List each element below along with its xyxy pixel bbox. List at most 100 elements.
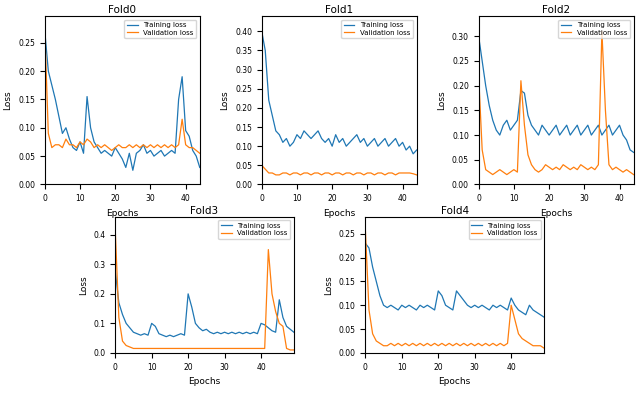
Validation loss bbox=[626, 170, 634, 174]
Validation loss bbox=[199, 346, 207, 351]
Line: Validation loss: Validation loss bbox=[365, 229, 544, 348]
Validation loss bbox=[545, 165, 553, 170]
Training loss bbox=[584, 123, 591, 128]
Training loss bbox=[394, 308, 402, 312]
Validation loss bbox=[132, 142, 140, 147]
Training loss bbox=[612, 128, 620, 133]
Validation loss bbox=[314, 170, 322, 175]
Training loss bbox=[232, 331, 239, 336]
Training loss bbox=[372, 279, 380, 284]
Line: Training loss: Training loss bbox=[479, 36, 634, 152]
Validation loss bbox=[196, 151, 204, 156]
Validation loss bbox=[62, 137, 70, 142]
Training loss bbox=[143, 151, 151, 156]
Validation loss bbox=[460, 341, 468, 346]
Training loss bbox=[332, 132, 339, 137]
Validation loss bbox=[161, 142, 168, 147]
Validation loss bbox=[394, 341, 402, 346]
Training loss bbox=[531, 128, 539, 133]
Validation loss bbox=[552, 165, 560, 170]
Validation loss bbox=[346, 170, 354, 175]
Validation loss bbox=[365, 308, 373, 312]
Training loss bbox=[87, 126, 95, 130]
Validation loss bbox=[166, 346, 173, 351]
Validation loss bbox=[214, 346, 221, 351]
Validation loss bbox=[427, 343, 435, 348]
Training loss bbox=[268, 328, 276, 333]
Training loss bbox=[420, 305, 428, 310]
Validation loss bbox=[364, 170, 371, 175]
Validation loss bbox=[289, 170, 297, 175]
Validation loss bbox=[76, 140, 84, 144]
Validation loss bbox=[300, 170, 308, 175]
Validation loss bbox=[184, 346, 192, 351]
Line: Validation loss: Validation loss bbox=[262, 165, 417, 175]
Training loss bbox=[626, 148, 634, 152]
Validation loss bbox=[283, 346, 291, 351]
Training loss bbox=[367, 140, 375, 145]
Validation loss bbox=[141, 346, 148, 351]
Title: Fold1: Fold1 bbox=[325, 5, 353, 15]
Training loss bbox=[286, 327, 294, 332]
Training loss bbox=[300, 128, 308, 133]
Validation loss bbox=[510, 167, 518, 172]
Training loss bbox=[101, 148, 109, 153]
Validation loss bbox=[154, 142, 161, 147]
Validation loss bbox=[129, 346, 137, 351]
Training loss bbox=[144, 333, 152, 338]
Validation loss bbox=[66, 142, 74, 147]
Validation loss bbox=[522, 338, 530, 343]
Validation loss bbox=[147, 142, 154, 147]
Training loss bbox=[475, 34, 483, 38]
Legend: Training loss, Validation loss: Training loss, Validation loss bbox=[341, 20, 413, 38]
Training loss bbox=[449, 308, 457, 312]
Validation loss bbox=[489, 341, 497, 346]
Validation loss bbox=[177, 346, 185, 351]
Validation loss bbox=[143, 145, 151, 150]
Validation loss bbox=[52, 142, 60, 147]
Training loss bbox=[463, 303, 471, 308]
Training loss bbox=[541, 128, 549, 133]
Training loss bbox=[598, 133, 605, 138]
Title: Fold4: Fold4 bbox=[440, 206, 468, 216]
Training loss bbox=[371, 136, 378, 141]
Validation loss bbox=[275, 172, 283, 177]
Training loss bbox=[155, 331, 163, 336]
Training loss bbox=[163, 334, 170, 339]
Training loss bbox=[133, 331, 141, 336]
Validation loss bbox=[246, 346, 254, 351]
Training loss bbox=[515, 308, 522, 312]
Validation loss bbox=[556, 167, 563, 172]
Training loss bbox=[69, 145, 77, 150]
Training loss bbox=[570, 128, 577, 133]
Training loss bbox=[283, 324, 291, 329]
Validation loss bbox=[497, 341, 504, 346]
Training loss bbox=[125, 151, 133, 156]
Title: Fold2: Fold2 bbox=[542, 5, 570, 15]
Training loss bbox=[73, 148, 81, 153]
Training loss bbox=[108, 154, 116, 158]
Training loss bbox=[346, 140, 354, 145]
Validation loss bbox=[378, 170, 385, 175]
Validation loss bbox=[353, 170, 361, 175]
Validation loss bbox=[486, 343, 493, 348]
Validation loss bbox=[406, 170, 413, 175]
Training loss bbox=[424, 303, 431, 308]
Validation loss bbox=[225, 346, 232, 351]
Validation loss bbox=[499, 170, 507, 174]
Training loss bbox=[290, 330, 298, 334]
Training loss bbox=[335, 140, 343, 145]
Training loss bbox=[118, 156, 126, 161]
Training loss bbox=[152, 324, 159, 329]
Validation loss bbox=[536, 343, 544, 348]
Validation loss bbox=[303, 170, 311, 175]
Training loss bbox=[140, 142, 147, 147]
Training loss bbox=[179, 74, 186, 79]
Validation loss bbox=[104, 145, 112, 150]
Validation loss bbox=[193, 148, 200, 153]
Validation loss bbox=[164, 145, 172, 150]
Validation loss bbox=[195, 346, 203, 351]
Training loss bbox=[360, 136, 368, 141]
Validation loss bbox=[524, 152, 532, 157]
Training loss bbox=[150, 154, 158, 158]
